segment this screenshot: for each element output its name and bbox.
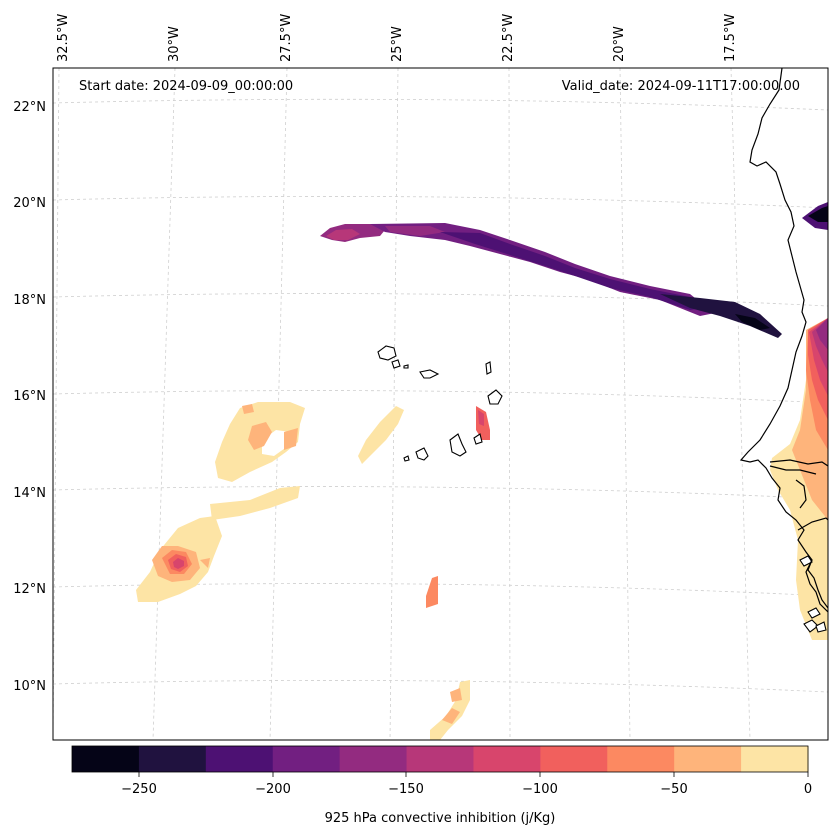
bijagos-4	[815, 621, 827, 633]
cape-verde-islands	[377, 345, 503, 462]
colorbar-tick-label: −50	[660, 782, 687, 797]
band-mid-inner	[440, 232, 710, 310]
colorbar: −250 −200 −150 −100 −50 0 925 hPa convec…	[71, 745, 812, 826]
colorbar-tick-label: −250	[121, 782, 157, 797]
lat-tick-label: 22°N	[13, 100, 46, 115]
colorbar-tick-label: 0	[804, 782, 812, 797]
lat-tick-label: 14°N	[13, 486, 46, 501]
colorbar-swatch	[138, 746, 207, 772]
lon-tick-label: 20°W	[612, 26, 627, 62]
patch-strip	[358, 406, 404, 464]
colorbar-swatch	[205, 746, 274, 772]
middle-strip	[210, 486, 300, 520]
lat-tick-label: 12°N	[13, 582, 46, 597]
africa-coast	[739, 68, 828, 609]
maio	[473, 433, 483, 445]
gambia-river	[769, 459, 828, 467]
band-mid-core	[385, 226, 445, 236]
patch-south-small	[426, 576, 438, 608]
bijagos-2	[807, 607, 821, 619]
band-west-core	[326, 229, 360, 240]
colorbar-tick-label: −150	[388, 782, 424, 797]
sao-vicente	[391, 359, 401, 369]
colorbar-ticks	[138, 772, 809, 777]
lon-tick-label: 22.5°W	[501, 14, 516, 62]
patch-bottom-core-2	[450, 688, 462, 702]
coast-ring-6	[816, 318, 828, 350]
cin-western-system	[136, 402, 305, 602]
lon-tick-label: 27.5°W	[279, 14, 294, 62]
santiago	[449, 433, 467, 457]
boa-vista	[487, 389, 503, 405]
colorbar-label: 925 hPa convective inhibition (j/Kg)	[325, 811, 556, 826]
colorbar-tick-label: −100	[522, 782, 558, 797]
guinea-bissau-coast	[797, 517, 828, 531]
cin-scattered-patches	[358, 406, 490, 740]
lon-tick-label: 25°W	[390, 26, 405, 62]
upper-blob-spot	[242, 404, 254, 414]
gambia-south	[769, 465, 817, 475]
cin-northern-band	[320, 202, 828, 338]
lon-tick-label: 32.5°W	[56, 14, 71, 62]
colorbar-frame	[71, 745, 809, 773]
band-east-segment	[660, 294, 782, 338]
colorbar-swatch	[540, 746, 608, 772]
coastline	[739, 68, 828, 633]
colorbar-swatches	[72, 746, 809, 772]
colorbar-swatch	[674, 746, 742, 772]
lon-tick-label: 17.5°W	[723, 14, 738, 62]
colorbar-swatch	[406, 746, 475, 772]
cin-coast-field	[770, 318, 828, 640]
valid-date-text: Valid_date: 2024-09-11T17:00:00.00	[562, 79, 800, 94]
lon-tick-label: 30°W	[167, 26, 182, 62]
upper-blob-patch	[248, 422, 272, 450]
santa-luzia	[403, 364, 409, 369]
coast-inlet	[795, 479, 807, 509]
lat-ticks: 22°N 20°N 18°N 16°N 14°N 12°N 10°N	[13, 100, 46, 694]
colorbar-swatch	[741, 746, 809, 772]
lower-ring-4	[173, 558, 184, 569]
colorbar-swatch	[72, 746, 140, 772]
sao-nicolau	[419, 369, 440, 379]
lat-tick-label: 16°N	[13, 389, 46, 404]
colorbar-swatch	[272, 746, 341, 772]
bijagos-1	[799, 555, 813, 567]
lat-tick-label: 20°N	[13, 196, 46, 211]
colorbar-tick-label: −200	[255, 782, 291, 797]
lon-ticks: 32.5°W 30°W 27.5°W 25°W 22.5°W 20°W 17.5…	[56, 14, 738, 62]
patch-cape-verde-core	[478, 410, 484, 426]
band-east-core	[735, 314, 770, 330]
colorbar-swatch	[607, 746, 675, 772]
sal	[485, 361, 492, 375]
coast-lower-outline	[805, 559, 828, 613]
lower-spot	[200, 558, 210, 568]
start-date-text: Start date: 2024-09-09_00:00:00	[79, 79, 293, 94]
lat-tick-label: 18°N	[13, 293, 46, 308]
colorbar-tick-labels: −250 −200 −150 −100 −50 0	[121, 782, 812, 797]
lat-tick-label: 10°N	[13, 679, 46, 694]
patch-bottom-core	[442, 708, 460, 724]
brava	[403, 455, 410, 462]
map-frame	[52, 67, 829, 741]
map-area	[53, 68, 828, 740]
colorbar-swatch	[339, 746, 408, 772]
band-coast-core	[808, 206, 828, 222]
upper-blob-patch-2	[284, 428, 298, 450]
santo-antao	[377, 345, 397, 361]
fogo	[415, 447, 429, 461]
colorbar-swatch	[473, 746, 541, 772]
